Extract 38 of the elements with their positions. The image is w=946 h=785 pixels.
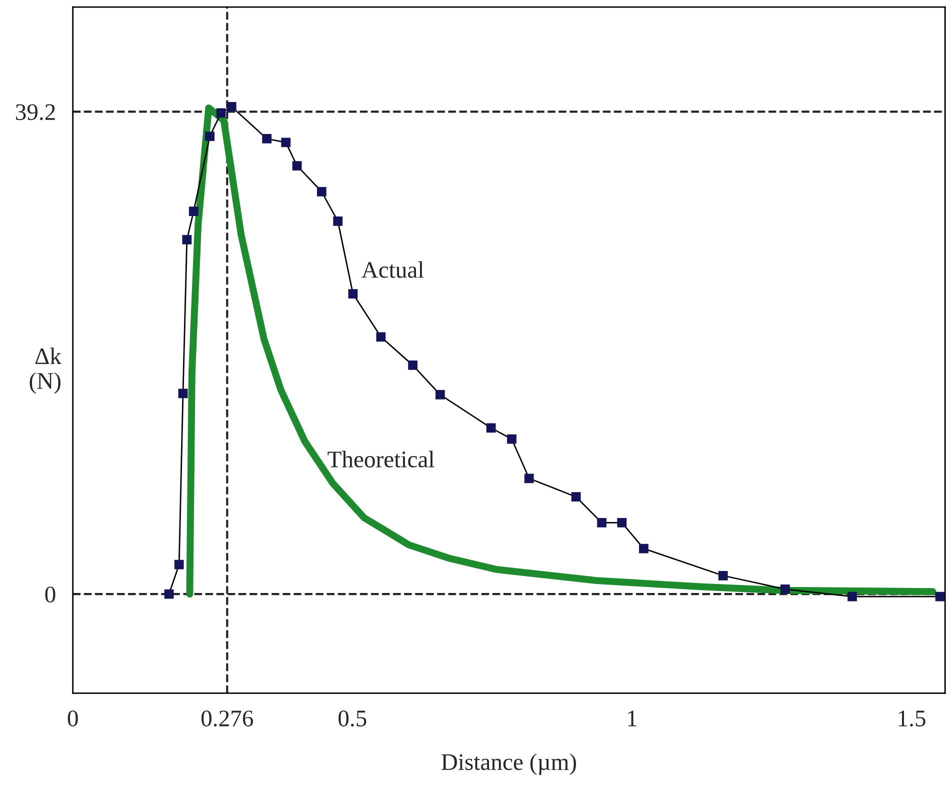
point xyxy=(174,560,184,570)
point xyxy=(281,138,291,148)
point xyxy=(376,332,386,342)
x-axis-title: Distance (µm) xyxy=(442,753,576,775)
x-tick-label: 0.276 xyxy=(201,710,254,727)
point xyxy=(348,289,358,298)
point xyxy=(617,518,627,528)
y-axis-title: Δk (N) xyxy=(30,348,62,394)
series-label: Actual xyxy=(362,261,424,278)
point xyxy=(216,108,226,118)
point xyxy=(316,186,326,196)
x-tick-label: 1 xyxy=(628,710,636,726)
point xyxy=(205,132,215,141)
point xyxy=(718,570,728,580)
y-tick-label: 39.2 xyxy=(16,104,55,120)
point xyxy=(408,360,418,370)
x-tick-label: 1.5 xyxy=(898,710,926,727)
series-label: Theoretical xyxy=(328,450,434,468)
point xyxy=(639,544,648,554)
point xyxy=(848,592,857,602)
point xyxy=(292,161,302,171)
x-tick-label: 0.5 xyxy=(338,710,366,727)
point xyxy=(935,592,945,602)
point xyxy=(597,518,606,528)
point xyxy=(780,584,790,594)
point xyxy=(262,134,272,144)
x-tick-label: 0 xyxy=(68,710,78,726)
point xyxy=(524,474,534,484)
point xyxy=(182,234,192,244)
point xyxy=(178,388,188,398)
point xyxy=(571,492,581,502)
point xyxy=(507,434,516,444)
point xyxy=(188,206,198,216)
point xyxy=(333,216,343,226)
point xyxy=(226,102,236,112)
point xyxy=(164,589,174,599)
point xyxy=(486,423,496,433)
point xyxy=(435,390,445,400)
